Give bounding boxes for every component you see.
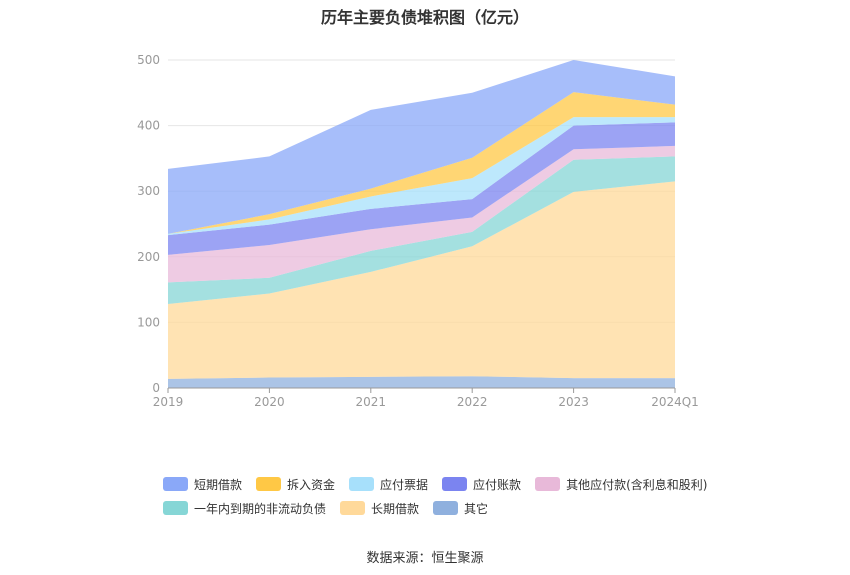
y-tick-label-500: 500 bbox=[137, 53, 160, 67]
legend-swatch-notes-payable bbox=[349, 477, 375, 491]
legend: 短期借款 拆入资金 应付票据 应付账款 其他应付款(含利息和股利) 一年内到期的… bbox=[163, 473, 723, 521]
legend-item-accounts-payable[interactable]: 应付账款 bbox=[442, 476, 521, 493]
y-tick-label-400: 400 bbox=[137, 119, 160, 133]
area-series-0 bbox=[168, 376, 675, 388]
legend-label-notes-payable: 应付票据 bbox=[380, 477, 429, 492]
x-tick-label-5: 2024Q1 bbox=[651, 395, 699, 409]
x-tick-label-2: 2021 bbox=[356, 395, 387, 409]
y-tick-label-0: 0 bbox=[152, 381, 160, 395]
data-source-note: 数据来源：恒生聚源 bbox=[366, 551, 484, 566]
legend-swatch-long-term-loans bbox=[340, 501, 366, 515]
area-series-4 bbox=[168, 122, 675, 255]
stacked-area-chart: 0 100 200 300 400 500 2019 2020 2021 2022 2023 2024… bbox=[137, 53, 699, 409]
legend-item-short-term-loans[interactable]: 短期借款 bbox=[163, 476, 242, 493]
x-tick-label-4: 2023 bbox=[558, 395, 589, 409]
y-tick-label-100: 100 bbox=[137, 315, 160, 329]
legend-item-other-payables[interactable]: 其他应付款(含利息和股利) bbox=[535, 476, 707, 493]
legend-label-current-noncurrent-liabilities: 一年内到期的非流动负债 bbox=[194, 501, 327, 516]
area-series-3 bbox=[168, 145, 675, 283]
legend-item-current-noncurrent-liabilities[interactable]: 一年内到期的非流动负债 bbox=[163, 500, 326, 517]
y-tick-label-200: 200 bbox=[137, 250, 160, 264]
legend-row-1: 短期借款 拆入资金 应付票据 应付账款 其他应付款(含利息和股利) bbox=[163, 473, 723, 495]
legend-swatch-other bbox=[433, 501, 459, 515]
legend-swatch-current-noncurrent-liabilities bbox=[163, 501, 188, 515]
legend-item-notes-payable[interactable]: 应付票据 bbox=[349, 476, 428, 493]
legend-label-other-payables: 其他应付款(含利息和股利) bbox=[566, 477, 708, 492]
legend-label-short-term-loans: 短期借款 bbox=[194, 477, 243, 492]
legend-swatch-other-payables bbox=[535, 477, 561, 491]
area-series-7 bbox=[168, 60, 675, 234]
legend-item-other[interactable]: 其它 bbox=[433, 500, 488, 517]
legend-label-interbank-borrowing: 拆入资金 bbox=[287, 477, 336, 492]
legend-item-interbank-borrowing[interactable]: 拆入资金 bbox=[256, 476, 335, 493]
legend-label-accounts-payable: 应付账款 bbox=[473, 477, 522, 492]
chart-title: 历年主要负债堆积图（亿元） bbox=[320, 8, 529, 27]
legend-label-other: 其它 bbox=[464, 501, 489, 516]
legend-row-2: 一年内到期的非流动负债 长期借款 其它 bbox=[163, 497, 723, 519]
area-series-6 bbox=[168, 92, 675, 234]
area-series-2 bbox=[168, 156, 675, 305]
x-tick-label-0: 2019 bbox=[153, 395, 184, 409]
legend-swatch-short-term-loans bbox=[163, 477, 188, 491]
area-series-1 bbox=[168, 181, 675, 379]
x-tick-label-1: 2020 bbox=[254, 395, 285, 409]
y-tick-label-300: 300 bbox=[137, 184, 160, 198]
legend-item-long-term-loans[interactable]: 长期借款 bbox=[340, 500, 419, 517]
legend-swatch-interbank-borrowing bbox=[256, 477, 282, 491]
legend-swatch-accounts-payable bbox=[442, 477, 468, 491]
x-tick-label-3: 2022 bbox=[457, 395, 488, 409]
legend-label-long-term-loans: 长期借款 bbox=[371, 501, 420, 516]
